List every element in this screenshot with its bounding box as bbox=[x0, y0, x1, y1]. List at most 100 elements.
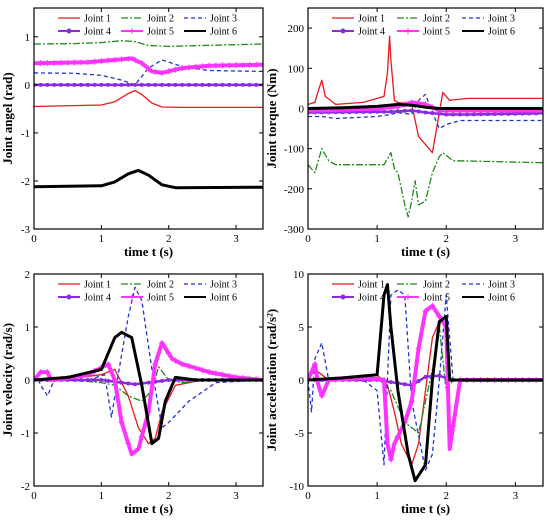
series-marker bbox=[311, 361, 318, 368]
y-tick-label: 0 bbox=[25, 80, 31, 92]
series-marker bbox=[64, 59, 71, 66]
series-group bbox=[34, 286, 263, 457]
legend-label: Joint 4 bbox=[358, 293, 385, 304]
series-marker bbox=[402, 382, 407, 387]
series-marker bbox=[133, 82, 138, 87]
series-marker bbox=[172, 66, 179, 73]
x-tick-label: 1 bbox=[99, 233, 105, 245]
series-marker bbox=[492, 112, 497, 117]
series-marker bbox=[444, 112, 449, 117]
y-tick-label: 0 bbox=[25, 375, 31, 387]
series-marker bbox=[51, 59, 58, 66]
legend-label: Joint 3 bbox=[210, 14, 237, 25]
legend-marker bbox=[340, 294, 346, 300]
series-marker bbox=[485, 112, 490, 117]
legend-label: Joint 1 bbox=[358, 280, 385, 291]
series-marker bbox=[430, 111, 435, 116]
series-marker bbox=[506, 111, 511, 116]
series-marker bbox=[437, 111, 442, 116]
series-marker bbox=[158, 339, 165, 346]
x-tick-label: 2 bbox=[166, 490, 172, 502]
series-group bbox=[308, 35, 543, 218]
series-line-joint-2 bbox=[34, 40, 263, 48]
series-marker bbox=[186, 82, 191, 87]
series-marker bbox=[85, 378, 90, 382]
legend-label: Joint 2 bbox=[423, 280, 450, 291]
series-marker bbox=[71, 59, 78, 66]
chart-panel-1: 0 1 2 3 -3 -2 -1 0 1 time t (s) Joint angel (rad) J… bbox=[0, 7, 264, 259]
series-marker bbox=[415, 345, 422, 352]
series-marker bbox=[111, 56, 118, 63]
legend-label: Joint 6 bbox=[488, 293, 515, 304]
series-marker bbox=[165, 68, 172, 75]
series-marker bbox=[513, 111, 518, 116]
series-marker bbox=[112, 82, 117, 87]
series-group bbox=[34, 40, 263, 190]
series-marker bbox=[106, 378, 111, 383]
x-axis-label: time t (s) bbox=[124, 244, 173, 259]
chart-panel-2: 0 1 2 3 -300 -200 -100 0 100 200 time t (s) Joint t… bbox=[264, 7, 544, 259]
series-marker bbox=[152, 361, 159, 368]
series-marker bbox=[253, 61, 260, 68]
series-marker bbox=[72, 82, 77, 87]
series-marker bbox=[226, 373, 233, 380]
series-marker bbox=[132, 57, 139, 64]
series-marker bbox=[213, 82, 218, 87]
x-tick-label: 1 bbox=[374, 233, 380, 245]
series-marker bbox=[193, 82, 198, 87]
series-marker bbox=[192, 63, 199, 70]
y-axis-label: Joint velocity (rad/s) bbox=[0, 323, 15, 437]
y-tick-label: -5 bbox=[295, 428, 305, 440]
y-tick-label: 1 bbox=[25, 32, 31, 44]
legend-marker bbox=[405, 28, 411, 34]
x-axis-label: time t (s) bbox=[124, 501, 173, 516]
y-tick-label: -300 bbox=[284, 224, 305, 236]
series-line-joint-5 bbox=[308, 303, 543, 462]
series-marker bbox=[145, 65, 152, 72]
series-marker bbox=[423, 374, 428, 379]
y-axis-label: Joint acceleration (rad/s²) bbox=[264, 309, 279, 452]
series-marker bbox=[45, 82, 50, 87]
series-marker bbox=[125, 55, 132, 62]
series-marker bbox=[99, 378, 104, 382]
series-marker bbox=[458, 112, 463, 117]
series-marker bbox=[450, 422, 457, 429]
y-tick-label: -200 bbox=[284, 184, 305, 196]
legend: Joint 1 Joint 2 Joint 3 Joint 4 Joint 5 Joint… bbox=[58, 280, 237, 304]
legend-label: Joint 5 bbox=[423, 27, 450, 38]
series-marker bbox=[416, 109, 421, 114]
legend-label: Joint 2 bbox=[423, 14, 450, 25]
series-line-joint-3 bbox=[34, 59, 263, 86]
series-marker bbox=[79, 82, 84, 87]
legend-label: Joint 1 bbox=[84, 14, 111, 25]
series-marker bbox=[234, 82, 239, 87]
series-marker bbox=[423, 110, 428, 115]
series-marker bbox=[79, 378, 84, 382]
series-line-joint-2 bbox=[34, 366, 263, 402]
series-marker bbox=[146, 380, 151, 385]
y-tick-label: 0 bbox=[299, 103, 305, 115]
series-marker bbox=[451, 112, 456, 117]
series-marker bbox=[179, 361, 186, 368]
series-marker bbox=[207, 82, 212, 87]
x-tick-label: 1 bbox=[99, 490, 105, 502]
series-marker bbox=[98, 58, 105, 65]
series-marker bbox=[416, 379, 421, 384]
series-marker bbox=[478, 112, 483, 117]
series-marker bbox=[133, 382, 138, 387]
series-marker bbox=[126, 381, 131, 386]
series-marker bbox=[34, 60, 37, 67]
y-tick-label: 200 bbox=[288, 23, 305, 35]
series-marker bbox=[72, 378, 77, 382]
series-marker bbox=[58, 82, 63, 87]
series-marker bbox=[146, 82, 151, 87]
y-tick-label: 0 bbox=[299, 375, 305, 387]
legend: Joint 1 Joint 2 Joint 3 Joint 4 Joint 5 Joint… bbox=[332, 14, 515, 38]
y-axis-label: Joint torque (Nm) bbox=[264, 68, 279, 168]
series-marker bbox=[247, 82, 252, 87]
x-axis-label: time t (s) bbox=[401, 501, 450, 516]
series-line-joint-6 bbox=[308, 102, 543, 110]
series-marker bbox=[374, 376, 381, 383]
series-marker bbox=[111, 377, 118, 383]
